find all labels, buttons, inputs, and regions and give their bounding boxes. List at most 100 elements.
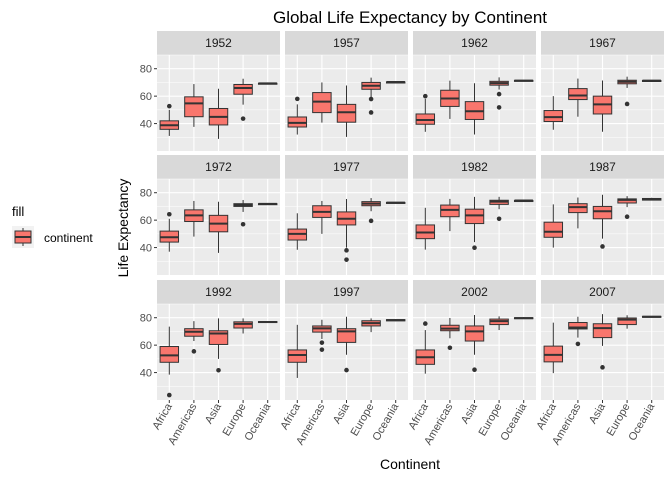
box-europe [361, 318, 381, 333]
box-europe [617, 196, 637, 220]
outlier-point [368, 110, 374, 115]
y-tick-label: 60 [140, 91, 152, 103]
box-americas [568, 197, 588, 229]
x-axis-title: Continent [380, 456, 440, 472]
outlier-point [344, 248, 349, 253]
x-tick-label: Africa [534, 401, 559, 432]
box-asia [336, 316, 357, 373]
facet-strip [285, 31, 408, 55]
box-europe [489, 77, 509, 110]
box-oceania [385, 81, 406, 84]
box-asia [464, 314, 485, 372]
outlier-point [447, 345, 453, 351]
y-axis-title: Life Expectancy [115, 179, 131, 278]
outlier-point [319, 340, 325, 345]
box-iqr [287, 349, 308, 363]
outlier-point [472, 367, 477, 372]
box-iqr [568, 88, 588, 101]
outlier-point [191, 349, 197, 354]
facet-strip-label: 1967 [589, 36, 616, 50]
outlier-point [496, 91, 502, 97]
outlier-point [496, 216, 502, 222]
y-tick-label: 40 [140, 243, 152, 255]
facet-strip-label: 1982 [461, 160, 488, 174]
y-tick-label: 80 [140, 313, 152, 325]
outlier-point [423, 321, 428, 326]
outlier-point [368, 96, 374, 102]
legend-title: fill [12, 204, 24, 219]
facet-1967: 1967 [541, 31, 664, 151]
chart-title: Global Life Expectancy by Continent [273, 8, 547, 27]
facet-strip-label: 1972 [205, 160, 232, 174]
box-oceania [641, 197, 662, 201]
facet-strip [285, 280, 408, 304]
outlier-point [344, 367, 349, 373]
box-europe [233, 78, 253, 121]
box-africa [415, 93, 436, 132]
box-iqr [184, 96, 204, 118]
box-africa [287, 324, 308, 378]
box-iqr [592, 323, 613, 339]
box-africa [159, 103, 180, 136]
box-asia [208, 88, 229, 139]
facet-1982: 1982 [413, 155, 536, 275]
box-oceania [385, 319, 406, 322]
box-africa [159, 326, 180, 398]
outlier-point [319, 347, 325, 352]
outlier-point [167, 392, 172, 398]
outlier-point [600, 365, 605, 370]
box-iqr [159, 346, 180, 363]
facet-strip-label: 1957 [333, 36, 360, 50]
box-africa [287, 96, 308, 135]
outlier-point [167, 211, 172, 217]
outlier-point [496, 105, 502, 110]
y-tick-label: 40 [140, 368, 152, 380]
outlier-point [600, 244, 605, 249]
facet-1977: 1977 [285, 155, 408, 275]
box-americas [184, 321, 204, 354]
facet-strip-label: 1992 [205, 285, 232, 299]
box-iqr [233, 83, 253, 95]
box-americas [568, 78, 588, 117]
box-europe [233, 318, 253, 334]
facet-strip [157, 155, 280, 179]
box-europe [489, 316, 509, 331]
x-tick-label: Africa [406, 401, 431, 432]
facet-panels: 1952 40 60 80 1957 1962 1967 1972 40 60 80 1977 1982… [140, 31, 664, 447]
box-europe [361, 198, 381, 224]
box-americas [568, 316, 588, 347]
box-africa [543, 96, 564, 130]
box-iqr [464, 208, 485, 225]
box-iqr [336, 103, 357, 123]
box-europe [233, 199, 253, 227]
box-oceania [513, 199, 534, 203]
facet-1952: 1952 40 60 80 [140, 31, 280, 151]
box-europe [617, 315, 637, 329]
x-tick-label: Africa [150, 401, 175, 432]
box-asia [592, 194, 613, 249]
facet-strip [285, 155, 408, 179]
facet-1972: 1972 40 60 80 [140, 155, 280, 275]
x-tick-label: Asia [203, 401, 225, 426]
x-tick-label: Asia [459, 401, 481, 426]
box-americas [440, 317, 460, 351]
outlier-point [368, 218, 374, 224]
outlier-point [624, 214, 630, 220]
facet-strip-label: 1977 [333, 160, 360, 174]
box-europe [361, 77, 381, 115]
outlier-point [167, 103, 172, 109]
box-americas [440, 198, 460, 232]
y-tick-label: 60 [140, 340, 152, 352]
box-oceania [257, 202, 278, 206]
y-tick-label: 60 [140, 215, 152, 227]
box-asia [464, 196, 485, 251]
box-oceania [257, 320, 278, 324]
outlier-point [423, 93, 428, 99]
box-oceania [257, 82, 278, 85]
box-oceania [513, 79, 534, 82]
x-tick-label: Asia [331, 401, 353, 426]
facet-strip [157, 31, 280, 55]
